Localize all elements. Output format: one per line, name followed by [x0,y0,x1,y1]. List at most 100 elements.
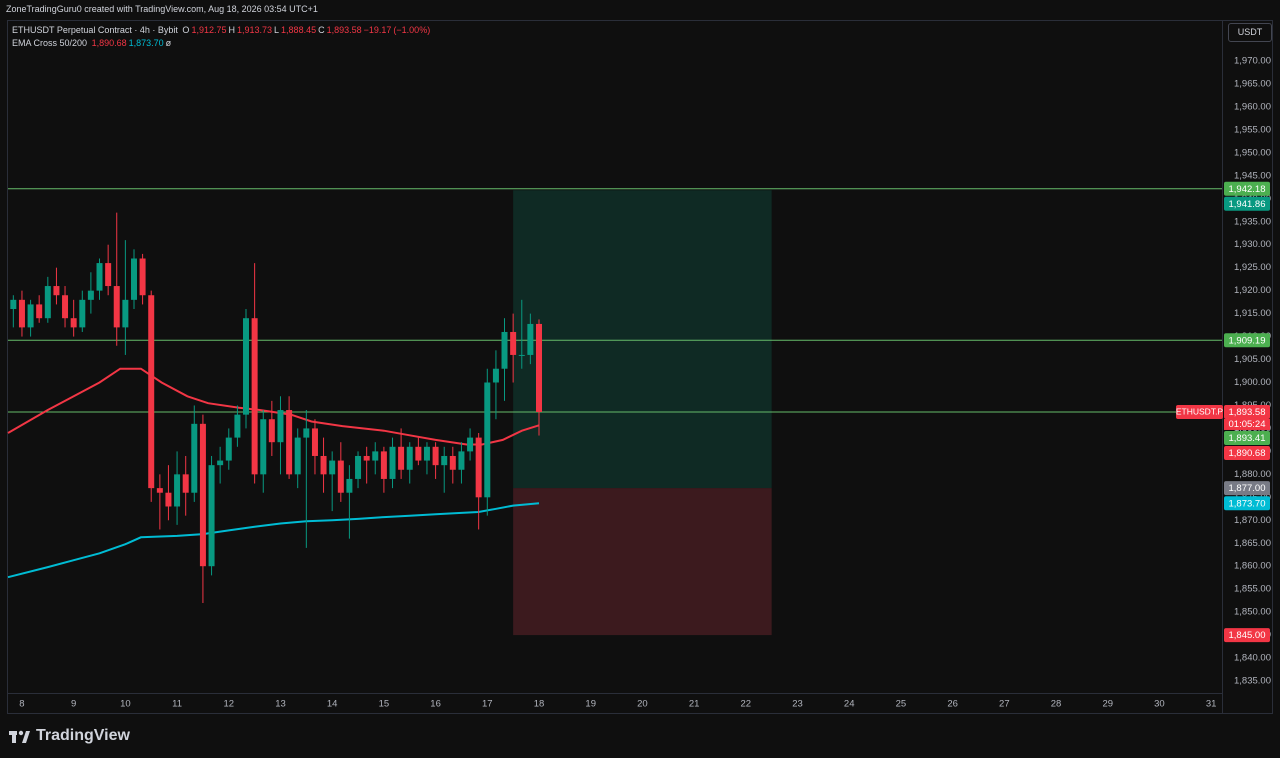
indicator-value: 1,873.70 [128,38,164,48]
candle-body [10,299,17,310]
price-label-box [1224,333,1270,348]
price-label: 1,942.18 [1229,184,1266,195]
candle-body [62,295,69,319]
candle-body [199,423,206,567]
price-label: 1,909.19 [1229,335,1266,346]
y-tick-label: 1,970.00 [1234,56,1271,67]
y-tick-label: 1,855.00 [1234,584,1271,595]
candle-body [518,354,525,356]
candle-body [346,478,353,493]
x-tick-label: 23 [792,699,803,710]
y-tick-label: 1,900.00 [1234,377,1271,388]
candle-body [251,318,258,475]
x-tick-label: 18 [534,699,545,710]
legend-row: EMA Cross 50/200 1,890.68 1,873.70 ø [12,37,432,50]
x-tick-label: 17 [482,699,493,710]
x-tick-label: 10 [120,699,131,710]
candle-body [311,428,318,456]
candle-body [467,437,474,452]
price-label: 1,893.41 [1229,433,1266,444]
candle-body [277,410,284,443]
y-tick-label: 1,950.00 [1234,147,1271,158]
candle-body [432,446,439,466]
candle-body [234,414,241,438]
y-tick-label: 1,955.00 [1234,124,1271,135]
ohlc-value: 1,888.45 [281,25,317,35]
y-tick-label: 1,935.00 [1234,216,1271,227]
y-tick-label: 1,925.00 [1234,262,1271,273]
legend: ETHUSDT Perpetual Contract · 4h · Bybit … [12,24,432,50]
x-tick-label: 11 [172,699,182,710]
candle-body [303,428,310,438]
candle-body [268,419,275,443]
x-tick-label: 8 [19,699,24,710]
symbol-tag: ETHUSDT.P [1176,407,1224,417]
candle-body [191,423,198,493]
ohlc-key: C [318,25,325,35]
price-label: 1,873.70 [1229,498,1266,509]
price-label-box [1224,430,1270,445]
x-tick-label: 20 [637,699,648,710]
price-label-box [1224,496,1270,511]
brand: TradingView [36,727,130,744]
candle-body [148,295,155,489]
x-tick-label: 26 [947,699,958,710]
candle-body [423,446,430,461]
x-tick-label: 29 [1102,699,1113,710]
candle-body [208,465,215,567]
candle-body [260,419,267,475]
header: ZoneTradingGuru0 created with TradingVie… [6,4,318,14]
x-tick-label: 19 [585,699,596,710]
price-label: 1,877.00 [1229,483,1266,494]
symbol-tag-box [1176,404,1223,419]
candle-body [18,299,25,328]
currency-button[interactable]: USDT [1228,23,1272,42]
candle-body [27,304,34,328]
candle-body [217,460,224,466]
ohlc-value: 1,913.73 [236,25,273,35]
countdown-box [1224,418,1270,430]
y-tick-label: 1,850.00 [1234,607,1271,618]
y-tick-label: 1,965.00 [1234,78,1271,89]
candle-body [87,290,94,300]
price-label-box [1224,181,1270,196]
price-label-box [1224,628,1270,643]
loss-zone [513,488,772,636]
x-tick-label: 27 [999,699,1010,710]
change: −19.17 [363,25,392,35]
x-tick-label: 15 [379,699,390,710]
ohlc-key: H [228,25,235,35]
countdown: 01:05:24 [1229,419,1266,430]
candle-body [355,455,362,479]
candle-body [113,286,120,328]
price-label-box [1224,445,1270,460]
price-label: 1,893.58 [1229,407,1266,418]
candle-body [415,446,422,461]
price-label: 1,845.00 [1229,630,1266,641]
y-tick-label: 1,865.00 [1234,538,1271,549]
y-tick-label: 1,920.00 [1234,285,1271,296]
x-tick-label: 28 [1051,699,1062,710]
x-tick-label: 14 [327,699,338,710]
y-tick-label: 1,945.00 [1234,170,1271,181]
ema-line [7,502,540,579]
candle-body [105,263,112,287]
candle-body [492,368,499,383]
candle-body [329,460,336,475]
profit-zone [513,190,772,489]
y-tick-label: 1,835.00 [1234,676,1271,687]
candle-body [475,437,482,498]
x-tick-label: 24 [844,699,855,710]
candle-body [406,446,413,470]
candle-body [363,455,370,461]
legend-row: ETHUSDT Perpetual Contract · 4h · Bybit … [12,24,432,37]
ohlc-key: L [274,25,280,35]
candle-body [242,318,249,415]
candle-body [501,331,508,369]
candle-body [337,460,344,493]
candle-body [174,474,181,507]
indicator-value: 1,890.68 [91,38,127,48]
price-label-box [1224,196,1270,211]
